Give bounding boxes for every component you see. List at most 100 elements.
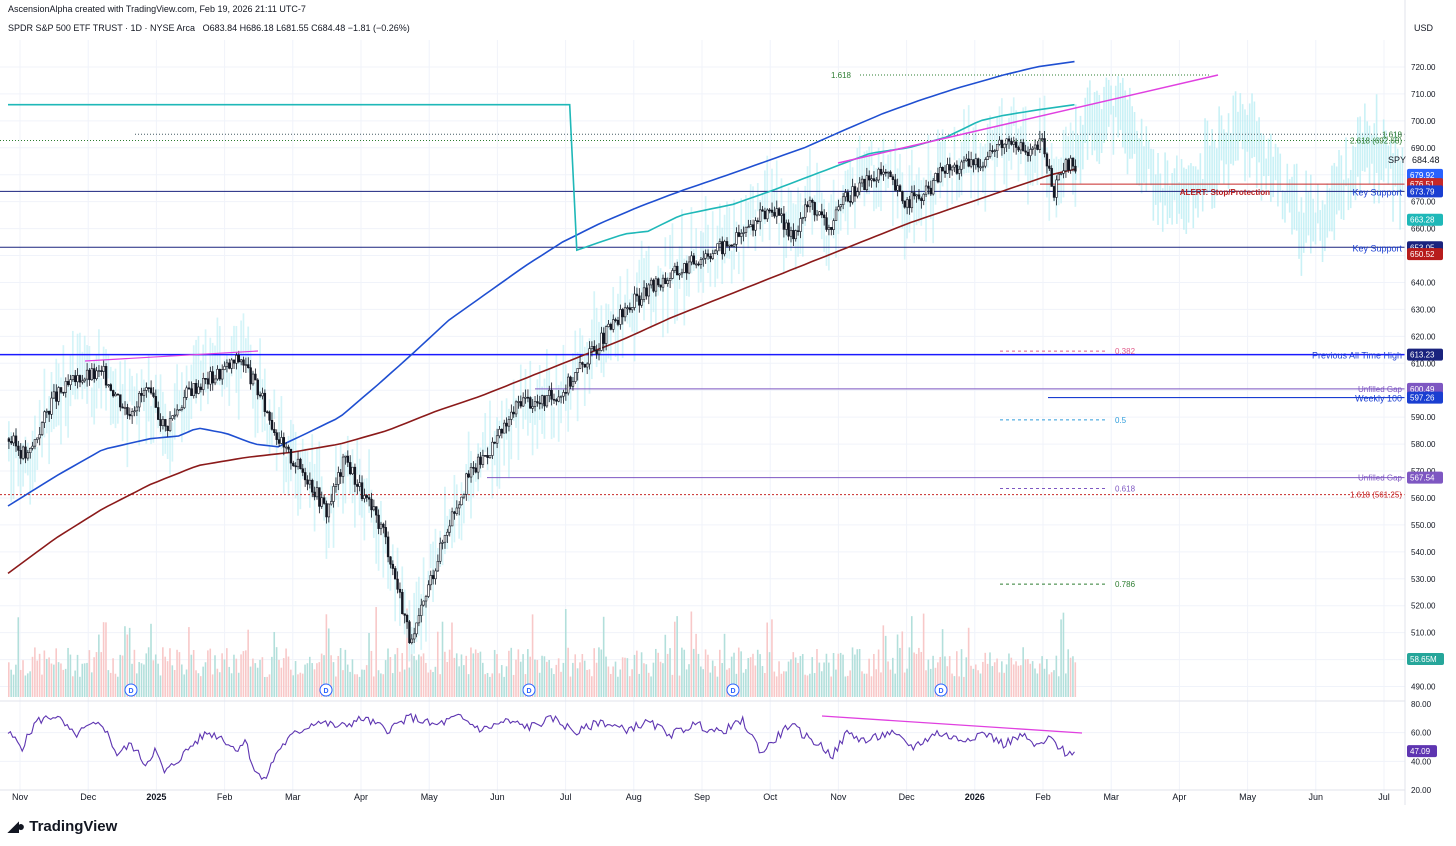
candle-body xyxy=(567,376,570,394)
volume-bar xyxy=(185,669,188,697)
candle-body xyxy=(777,208,781,216)
ghost-candle xyxy=(1366,121,1368,168)
ghost-candle xyxy=(595,307,598,368)
volume-bar xyxy=(211,674,214,697)
ghost-candle xyxy=(621,315,624,359)
ghost-candle xyxy=(1267,138,1270,176)
candle-body xyxy=(718,241,722,245)
volume-bar xyxy=(48,657,50,697)
price-axis[interactable]: 490.00500.00510.00520.00530.00540.00550.… xyxy=(1404,0,1456,805)
volume-bar xyxy=(773,671,776,697)
candle-body xyxy=(254,373,257,381)
ghost-candle xyxy=(1288,179,1291,213)
tradingview-logo[interactable]: ◢● TradingView xyxy=(8,818,117,835)
volume-bar xyxy=(1065,673,1067,697)
candle-body xyxy=(301,468,304,473)
time-axis[interactable]: Nov Dec 2025 Feb Mar Apr May Jun Jul Aug Sep Oct Nov… xyxy=(0,789,1405,802)
candle-body xyxy=(510,411,513,420)
candle-body xyxy=(969,159,973,167)
volume-bar xyxy=(228,666,231,697)
ghost-candle xyxy=(979,142,982,171)
symbol-header[interactable]: SPDR S&P 500 ETF TRUST · 1D · NYSE Arca … xyxy=(8,23,410,33)
volume-bar xyxy=(327,628,330,697)
volume-bar xyxy=(726,669,728,697)
volume-bar xyxy=(256,667,259,697)
volume-bar xyxy=(659,661,662,697)
ghost-candle xyxy=(1124,90,1126,154)
candle-body xyxy=(242,359,245,366)
candle-body xyxy=(521,397,525,407)
volume-bar xyxy=(36,660,39,697)
candle-body xyxy=(894,179,897,191)
candle-body xyxy=(62,391,65,394)
candle-body xyxy=(588,348,591,365)
price-tick: 620.00 xyxy=(1411,332,1436,341)
volume-bar xyxy=(678,675,681,697)
candle-body xyxy=(109,384,113,391)
volume-bar xyxy=(463,665,465,697)
candle-body xyxy=(19,450,22,459)
ghost-candle xyxy=(538,365,541,420)
volume-bar xyxy=(278,659,280,697)
ghost-candle xyxy=(662,271,664,338)
ghost-candle xyxy=(572,353,574,389)
candle-body xyxy=(796,230,800,232)
ghost-candle xyxy=(508,408,510,479)
volume-bar xyxy=(545,661,548,697)
candle-body xyxy=(742,232,745,234)
ghost-candle xyxy=(1187,165,1190,223)
ghost-candle xyxy=(1069,122,1072,164)
candle-body xyxy=(221,369,224,380)
volume-bar xyxy=(95,652,98,697)
ghost-candle xyxy=(256,381,259,434)
ghost-candle xyxy=(377,507,380,571)
ghost-candle xyxy=(884,163,887,193)
ghost-candle xyxy=(1024,106,1027,176)
candle-body xyxy=(924,185,928,195)
ghost-candle xyxy=(1223,129,1225,184)
candle-body xyxy=(36,437,39,440)
candle-body xyxy=(972,159,975,166)
candle-body xyxy=(820,211,824,216)
volume-bar xyxy=(330,655,332,697)
ghost-candle xyxy=(906,191,908,239)
candle-body xyxy=(749,224,752,228)
volume-bar xyxy=(913,652,915,697)
candle-body xyxy=(55,391,58,402)
candle-body xyxy=(187,387,191,390)
volume-bar xyxy=(823,662,825,697)
candle-body xyxy=(1043,138,1046,155)
rsi-tick: 40.00 xyxy=(1411,757,1432,766)
price-tick: 630.00 xyxy=(1411,305,1436,314)
ghost-candle xyxy=(299,450,302,510)
candle-body xyxy=(756,220,760,222)
volume-bar xyxy=(892,657,894,697)
candle-body xyxy=(943,170,947,174)
ghost-candle xyxy=(967,105,970,173)
volume-bar xyxy=(74,670,76,697)
candle-body xyxy=(1012,141,1015,145)
volume-bar xyxy=(368,632,370,697)
rsi-line xyxy=(7,712,1075,781)
volume-bar xyxy=(809,673,811,697)
ghost-candle xyxy=(1041,147,1044,178)
volume-bar xyxy=(628,676,631,697)
volume-bar xyxy=(304,664,306,697)
candle-body xyxy=(678,273,681,276)
volume-bar xyxy=(588,669,591,697)
volume-bar xyxy=(979,673,982,697)
ghost-candle xyxy=(737,251,740,275)
candle-body xyxy=(417,615,421,624)
volume-bar xyxy=(619,669,622,697)
volume-bar xyxy=(595,662,598,697)
candle-body xyxy=(585,363,589,368)
ghost-candle xyxy=(887,154,889,188)
ghost-candle xyxy=(1140,118,1143,194)
ghost-candle xyxy=(410,626,413,677)
time-label: Oct xyxy=(763,792,778,802)
candle-body xyxy=(171,415,174,420)
price-tag xyxy=(1407,348,1443,361)
ghost-candle xyxy=(1331,165,1333,232)
ghost-candle xyxy=(344,452,347,504)
